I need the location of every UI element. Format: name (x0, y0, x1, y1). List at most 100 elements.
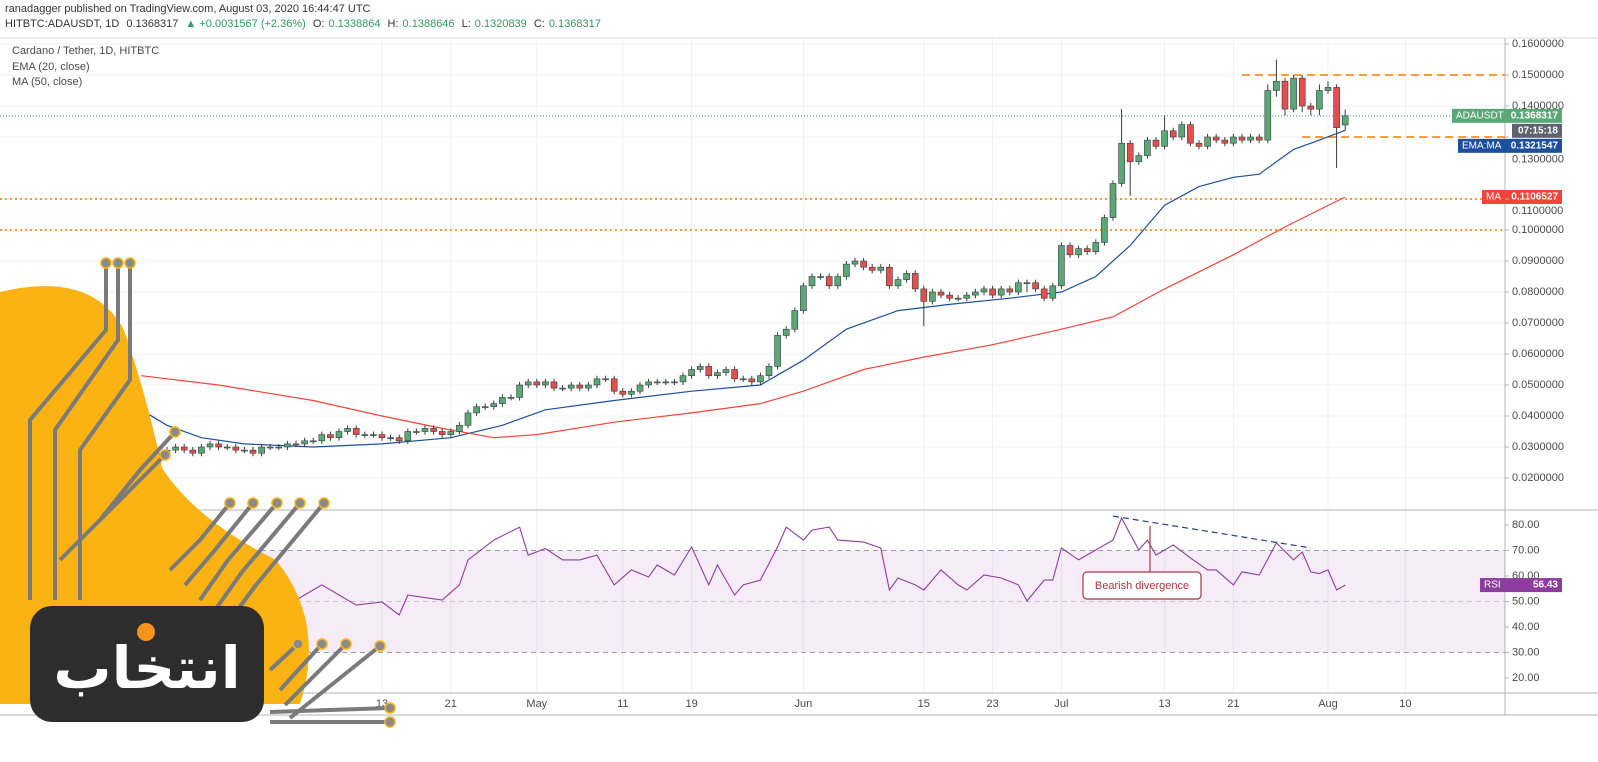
last-price: 0.1368317 (126, 18, 179, 30)
candle-body (808, 276, 816, 287)
badge-value: 0.1368317 (1511, 110, 1559, 121)
x-tick-label: May (526, 698, 547, 710)
circuit-dot (340, 638, 352, 650)
candle-body (318, 434, 326, 442)
candle-body (602, 378, 609, 381)
circuit-line (283, 642, 348, 707)
candle-body (774, 335, 781, 367)
badge-value: 0.1321547 (1511, 140, 1559, 151)
candle-body (1075, 248, 1082, 256)
x-tick-label: 19 (685, 698, 697, 710)
candle-body (1255, 136, 1263, 141)
logo: انتخاب (0, 257, 396, 728)
circuit-line (28, 263, 108, 600)
candle-body (1333, 87, 1340, 129)
badge-bg (1512, 123, 1562, 138)
circuit-dot (384, 702, 396, 714)
publish-line: ranadagger published on TradingView.com,… (5, 3, 371, 15)
ohlc-label: O: (312, 18, 325, 30)
x-tick-label: 21 (1227, 698, 1239, 710)
candle-body (860, 260, 867, 268)
candle-body (954, 297, 962, 300)
y-tick-label: 80.00 (1512, 519, 1540, 531)
candle-body (980, 288, 988, 293)
candle-body (628, 390, 635, 395)
ohlc-label: L: (461, 18, 471, 30)
candle-body (791, 310, 799, 330)
circuit-line (183, 501, 255, 587)
candle-body (1152, 139, 1160, 147)
candle-body (1040, 288, 1048, 299)
logo-box (30, 606, 264, 722)
candle-body (438, 431, 446, 435)
circuit-dot (112, 257, 124, 269)
ohlc-value: 0.1388646 (402, 18, 455, 30)
y-tick-label: 70.00 (1512, 544, 1540, 556)
symbol: HITBTC:ADAUSDT, 1D (5, 18, 120, 30)
y-tick-label: 0.0500000 (1512, 379, 1564, 391)
ohlc-value: 0.1338864 (328, 18, 381, 30)
candle-body (1169, 130, 1177, 138)
candle-body (241, 449, 248, 452)
circuit-line (168, 501, 232, 572)
header: ranadagger published on TradingView.com,… (5, 2, 605, 32)
y-tick-label: 40.00 (1512, 621, 1540, 633)
candle-body (361, 434, 369, 436)
candle-body (370, 434, 377, 436)
circuit-line (53, 263, 120, 600)
circuit-dot (124, 257, 136, 269)
x-tick-label: 15 (918, 698, 930, 710)
candle-body (911, 273, 919, 290)
candle-body (825, 276, 833, 287)
badge-name: RSI (1484, 580, 1501, 591)
callout-text: Bearish divergence (1095, 580, 1189, 592)
candle-body (585, 384, 592, 389)
circuit-line (58, 453, 167, 562)
price-badge: EMA:MA 0.1321547 (1458, 138, 1562, 153)
candle-body (817, 276, 824, 278)
candle-body (1023, 282, 1031, 285)
candle-body (1290, 77, 1297, 110)
badge-bg (1452, 108, 1562, 123)
candle-body (1083, 248, 1091, 253)
candle-body (266, 446, 274, 449)
candle-body (1135, 155, 1143, 163)
candle-body (929, 291, 936, 302)
x-tick-label: Aug (1318, 698, 1338, 710)
circuit-line (213, 501, 302, 612)
candle-body (284, 443, 291, 448)
legend-entry: MA (50, close) (12, 76, 82, 88)
candle-body (404, 431, 412, 442)
candle-body (1187, 124, 1194, 144)
candle-body (189, 449, 197, 454)
divergence-line (1112, 515, 1311, 549)
circuit-dot (318, 497, 330, 509)
x-tick-label: Jun (795, 698, 813, 710)
badge-bg (1458, 138, 1562, 153)
candle-body (1316, 90, 1323, 110)
candle-body (1161, 130, 1168, 147)
price-badge: ADAUSDT 0.1368317 (1452, 108, 1562, 123)
candle-body (1281, 80, 1289, 110)
candle-body (1015, 282, 1022, 293)
candle-body (868, 266, 876, 271)
candle-body (516, 384, 523, 398)
y-tick-label: 0.1500000 (1512, 69, 1564, 81)
badge-bg (1482, 189, 1562, 204)
circuit-dot (247, 497, 259, 509)
candle-body (258, 446, 265, 454)
candle-body (249, 449, 257, 454)
candle-body (972, 291, 979, 296)
candle-body (636, 384, 644, 392)
candle-body (1178, 124, 1186, 138)
candle-body (834, 276, 842, 287)
chart-title: Cardano / Tether, 1D, HITBTC (12, 45, 159, 57)
candle-body (447, 431, 455, 435)
watermark: انتخاب (53, 634, 240, 702)
circuit-dot (384, 716, 396, 728)
x-tick-label: 23 (986, 698, 998, 710)
candle-body (395, 437, 403, 442)
y-tick-label: 30.00 (1512, 646, 1540, 658)
circuit-dot (316, 638, 328, 650)
candle-body (843, 263, 850, 277)
